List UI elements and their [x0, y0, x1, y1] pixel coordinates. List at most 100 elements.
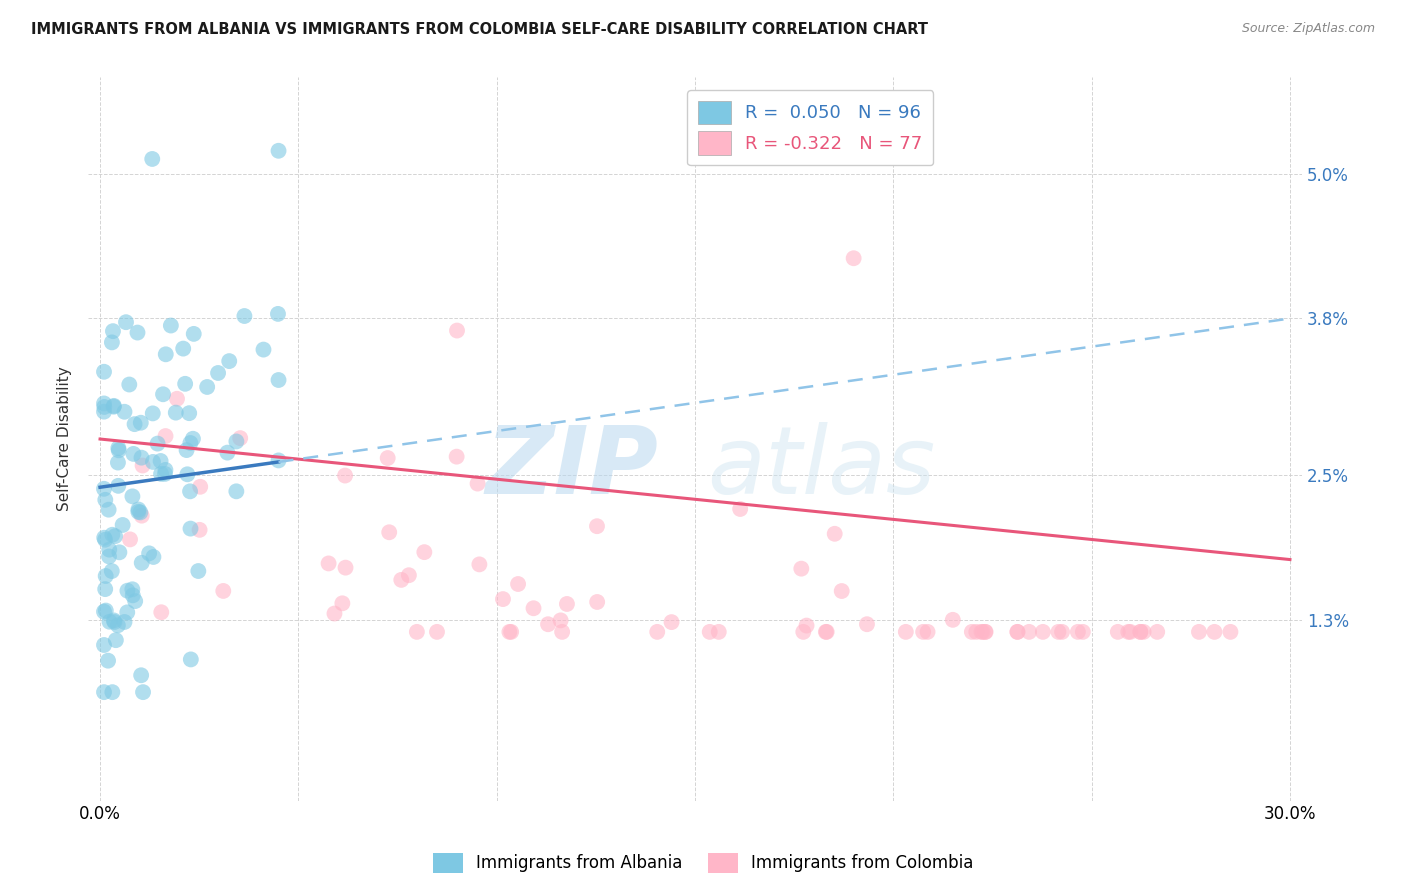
- Point: [132, 685, 155, 699]
- Point: [195, 380, 218, 394]
- Point: [141, 152, 163, 166]
- Point: [187, 564, 209, 578]
- Point: [1007, 624, 1029, 639]
- Point: [267, 373, 290, 387]
- Point: [98, 549, 121, 564]
- Point: [117, 605, 139, 619]
- Point: [94, 569, 117, 583]
- Point: [98, 542, 121, 557]
- Point: [1219, 624, 1241, 639]
- Point: [225, 434, 247, 449]
- Point: [142, 549, 165, 564]
- Point: [217, 445, 239, 459]
- Point: [93, 400, 115, 414]
- Point: [377, 450, 399, 465]
- Point: [1204, 624, 1226, 639]
- Point: [165, 406, 187, 420]
- Point: [150, 467, 173, 481]
- Point: [965, 624, 987, 639]
- Point: [699, 624, 721, 639]
- Point: [1129, 624, 1152, 639]
- Point: [114, 405, 136, 419]
- Point: [107, 618, 129, 632]
- Point: [181, 432, 204, 446]
- Point: [111, 518, 134, 533]
- Point: [103, 615, 125, 629]
- Point: [1119, 624, 1142, 639]
- Point: [115, 315, 138, 329]
- Point: [114, 615, 136, 629]
- Point: [815, 624, 838, 639]
- Point: [1007, 624, 1029, 639]
- Point: [101, 564, 124, 578]
- Point: [225, 484, 247, 499]
- Point: [974, 624, 997, 639]
- Point: [972, 624, 994, 639]
- Point: [522, 601, 544, 615]
- Point: [97, 654, 120, 668]
- Point: [93, 685, 115, 699]
- Point: [179, 484, 201, 499]
- Text: IMMIGRANTS FROM ALBANIA VS IMMIGRANTS FROM COLOMBIA SELF-CARE DISABILITY CORRELA: IMMIGRANTS FROM ALBANIA VS IMMIGRANTS FR…: [31, 22, 928, 37]
- Point: [149, 454, 172, 468]
- Point: [824, 526, 846, 541]
- Point: [150, 605, 173, 619]
- Point: [179, 436, 201, 450]
- Point: [103, 399, 125, 413]
- Point: [318, 557, 340, 571]
- Point: [131, 450, 153, 465]
- Point: [842, 252, 865, 266]
- Point: [108, 545, 131, 559]
- Point: [1050, 624, 1073, 639]
- Point: [94, 533, 117, 547]
- Point: [970, 624, 993, 639]
- Point: [146, 436, 169, 450]
- Point: [183, 326, 205, 341]
- Point: [152, 387, 174, 401]
- Point: [93, 482, 115, 496]
- Point: [645, 624, 668, 639]
- Point: [1047, 624, 1070, 639]
- Point: [103, 400, 125, 414]
- Point: [917, 624, 939, 639]
- Point: [218, 354, 240, 368]
- Text: atlas: atlas: [707, 423, 935, 514]
- Point: [212, 583, 235, 598]
- Point: [498, 624, 520, 639]
- Point: [501, 624, 523, 639]
- Point: [586, 595, 609, 609]
- Point: [93, 531, 115, 545]
- Point: [1071, 624, 1094, 639]
- Point: [131, 458, 153, 473]
- Point: [93, 396, 115, 410]
- Point: [127, 502, 149, 516]
- Point: [790, 562, 813, 576]
- Point: [792, 624, 814, 639]
- Point: [94, 603, 117, 617]
- Point: [117, 583, 139, 598]
- Point: [661, 615, 683, 629]
- Point: [153, 467, 176, 481]
- Point: [104, 633, 127, 648]
- Text: ZIP: ZIP: [485, 422, 658, 514]
- Point: [155, 463, 177, 477]
- Point: [856, 617, 879, 632]
- Point: [707, 624, 730, 639]
- Point: [176, 467, 198, 482]
- Point: [1018, 624, 1040, 639]
- Point: [413, 545, 436, 559]
- Point: [179, 522, 201, 536]
- Point: [1032, 624, 1054, 639]
- Point: [129, 505, 152, 519]
- Point: [728, 502, 751, 516]
- Point: [127, 326, 149, 340]
- Point: [166, 392, 188, 406]
- Point: [93, 365, 115, 379]
- Point: [121, 489, 143, 503]
- Point: [814, 624, 837, 639]
- Point: [103, 614, 125, 628]
- Point: [467, 476, 489, 491]
- Point: [233, 309, 256, 323]
- Point: [124, 594, 146, 608]
- Point: [98, 615, 121, 629]
